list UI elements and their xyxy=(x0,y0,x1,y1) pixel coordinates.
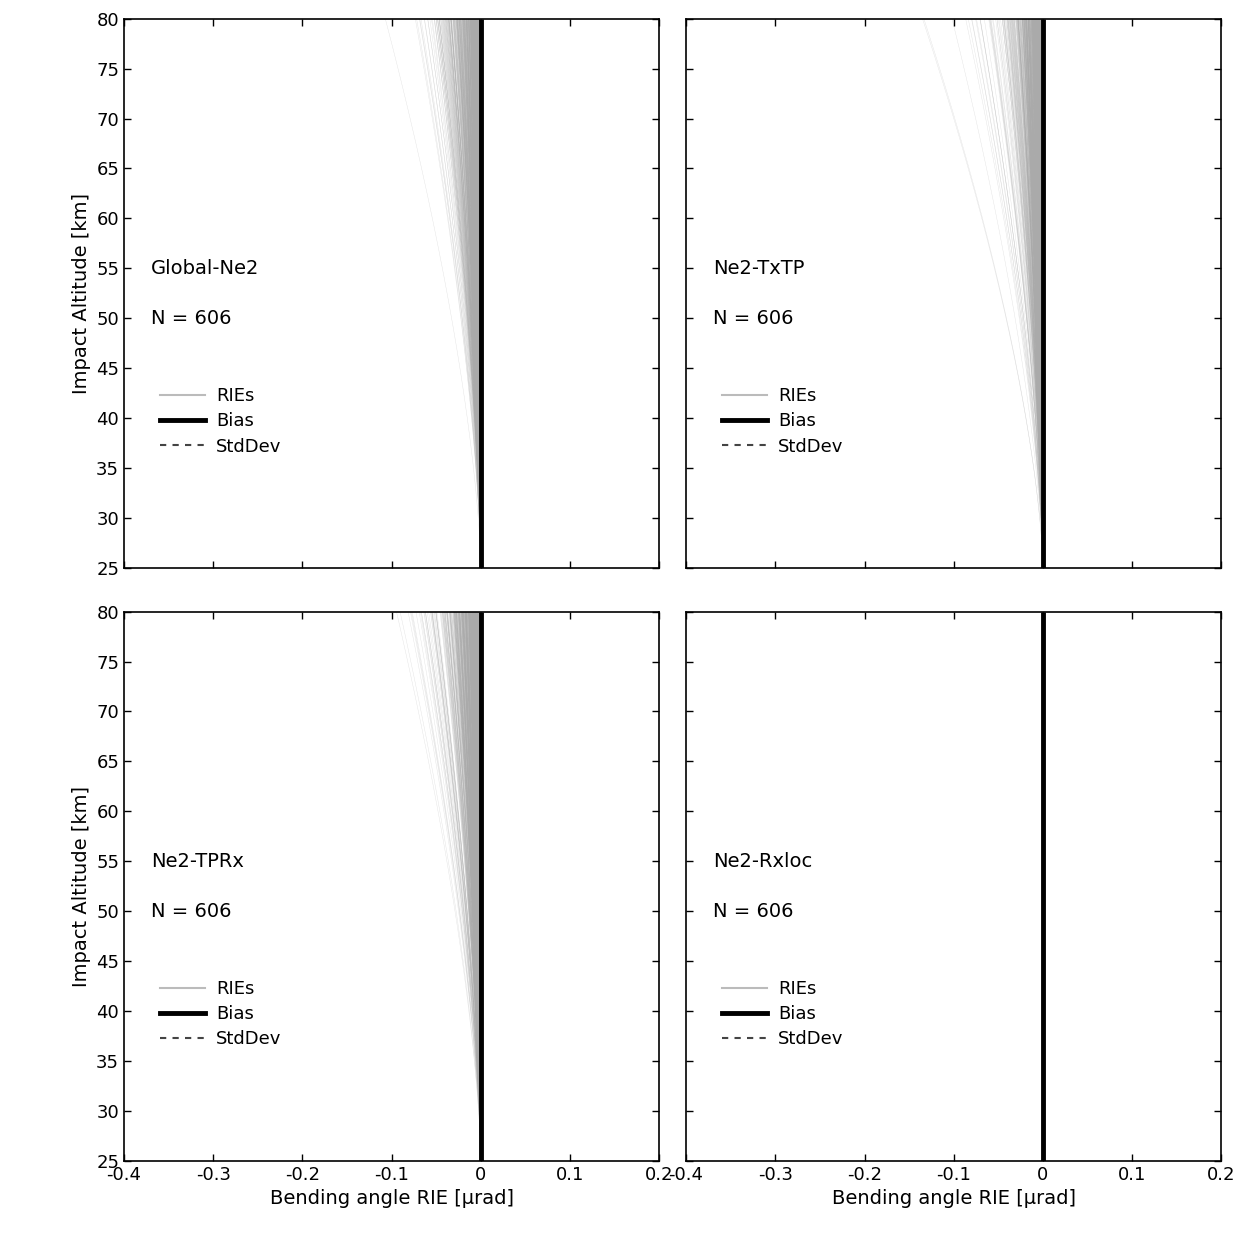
Text: N = 606: N = 606 xyxy=(151,901,232,921)
Text: N = 606: N = 606 xyxy=(713,308,794,328)
Y-axis label: Impact Altitude [km]: Impact Altitude [km] xyxy=(72,192,91,393)
Legend: RIEs, Bias, StdDev: RIEs, Bias, StdDev xyxy=(160,387,281,456)
Legend: RIEs, Bias, StdDev: RIEs, Bias, StdDev xyxy=(722,387,843,456)
Text: Ne2-TxTP: Ne2-TxTP xyxy=(713,258,805,278)
Legend: RIEs, Bias, StdDev: RIEs, Bias, StdDev xyxy=(160,980,281,1048)
Text: N = 606: N = 606 xyxy=(151,308,232,328)
X-axis label: Bending angle RIE [μrad]: Bending angle RIE [μrad] xyxy=(832,1189,1076,1208)
Y-axis label: Impact Altitude [km]: Impact Altitude [km] xyxy=(72,786,91,987)
Text: Ne2-TPRx: Ne2-TPRx xyxy=(151,851,243,871)
X-axis label: Bending angle RIE [μrad]: Bending angle RIE [μrad] xyxy=(269,1189,513,1208)
Text: Ne2-Rxloc: Ne2-Rxloc xyxy=(713,851,812,871)
Text: N = 606: N = 606 xyxy=(713,901,794,921)
Legend: RIEs, Bias, StdDev: RIEs, Bias, StdDev xyxy=(722,980,843,1048)
Text: Global-Ne2: Global-Ne2 xyxy=(151,258,259,278)
